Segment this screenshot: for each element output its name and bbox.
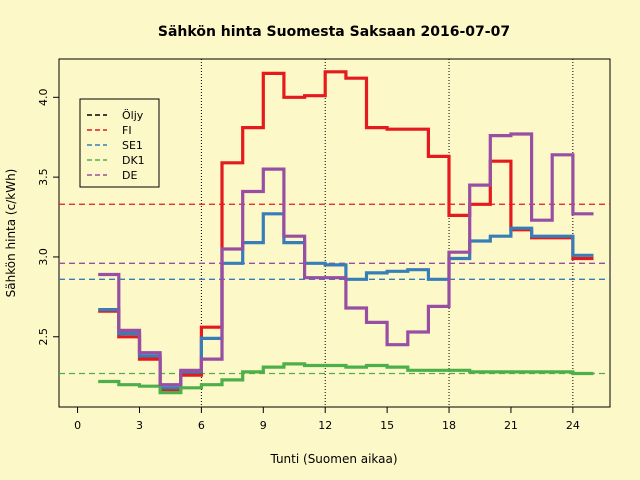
legend: Öljy FI SE1 DK1 DE — [79, 98, 160, 188]
x-tick-label: 24 — [566, 419, 580, 432]
x-tick-label: 0 — [74, 419, 81, 432]
vertical-gridlines — [200, 59, 574, 407]
x-tick-label: 6 — [198, 419, 205, 432]
plot-area — [58, 58, 611, 408]
legend-label-se1: SE1 — [122, 139, 143, 152]
y-tick-label: 3.0 — [37, 248, 50, 266]
series-line-dk1 — [98, 362, 594, 395]
legend-label-de: DE — [122, 169, 137, 182]
x-tick-label: 12 — [318, 419, 332, 432]
legend-label-fi: FI — [122, 124, 132, 137]
series-line-de — [98, 132, 594, 387]
y-axis: 2.5 3.0 3.5 4.0 — [37, 89, 59, 346]
y-tick-label: 2.5 — [37, 328, 50, 346]
x-tick-label: 18 — [442, 419, 456, 432]
x-tick-label: 15 — [380, 419, 394, 432]
series-lines — [98, 70, 594, 395]
legend-label-dk1: DK1 — [122, 154, 145, 167]
x-tick-label: 21 — [504, 419, 518, 432]
x-axis-label: Tunti (Suomen aikaa) — [269, 452, 397, 466]
x-tick-label: 3 — [136, 419, 143, 432]
legend-label-öljy: Öljy — [122, 109, 144, 122]
x-tick-label: 9 — [260, 419, 267, 432]
series-line-fi — [98, 70, 594, 391]
y-tick-label: 4.0 — [37, 89, 50, 107]
y-tick-label: 3.5 — [37, 168, 50, 186]
legend-box — [79, 98, 160, 188]
chart-title: Sähkön hinta Suomesta Saksaan 2016-07-07 — [158, 24, 510, 40]
y-axis-label: Sähkön hinta (c/kWh) — [4, 169, 18, 298]
x-axis: 0 3 6 9 12 15 18 21 24 — [74, 407, 580, 432]
